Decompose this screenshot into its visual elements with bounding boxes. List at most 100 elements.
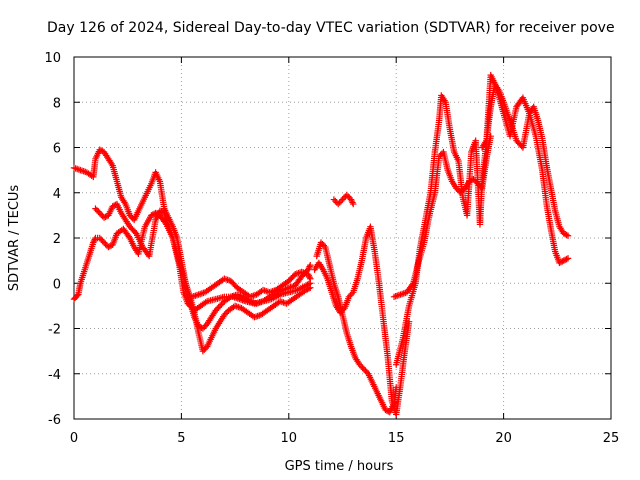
data-point xyxy=(198,324,205,331)
data-point xyxy=(337,309,344,316)
data-point xyxy=(201,346,208,353)
data-point xyxy=(212,307,219,314)
data-point xyxy=(221,311,228,319)
y-tick-label: 10 xyxy=(44,51,61,66)
y-tick-label: -2 xyxy=(48,323,61,338)
data-point xyxy=(350,200,357,208)
data-point xyxy=(158,208,165,215)
series-group xyxy=(330,191,357,208)
data-point xyxy=(348,197,356,205)
data-point xyxy=(362,367,369,374)
data-point xyxy=(317,239,325,246)
data-point xyxy=(98,211,105,218)
data-point xyxy=(216,302,224,310)
data-point xyxy=(100,239,108,246)
data-point xyxy=(214,305,221,313)
y-tick-labels: -6 -4 -2 0 2 4 6 8 10 xyxy=(44,51,61,428)
y-tick-label: 0 xyxy=(53,277,61,292)
data-point xyxy=(343,191,350,199)
data-point xyxy=(96,234,103,242)
data-point xyxy=(563,231,570,239)
data-point xyxy=(93,206,101,214)
data-point xyxy=(340,194,348,202)
data-point xyxy=(563,255,570,263)
data-point xyxy=(473,178,480,186)
data-point xyxy=(306,263,313,270)
x-tick-label: 25 xyxy=(603,431,620,446)
data-point xyxy=(92,205,99,212)
data-point xyxy=(339,196,346,203)
data-point xyxy=(149,211,156,218)
data-point xyxy=(307,275,314,282)
data-point xyxy=(307,284,314,291)
data-point xyxy=(564,232,572,239)
data-point xyxy=(156,207,164,215)
data-point xyxy=(561,231,569,238)
data-point xyxy=(202,344,209,352)
data-point xyxy=(561,256,569,264)
data-point xyxy=(332,197,339,205)
data-point xyxy=(305,285,313,292)
data-point xyxy=(98,147,105,154)
y-tick-label: 6 xyxy=(53,142,61,157)
data-point xyxy=(96,209,103,217)
data-point xyxy=(148,212,155,219)
x-tick-labels: 0 5 10 15 20 25 xyxy=(70,431,619,446)
data-point xyxy=(560,230,567,237)
data-point xyxy=(106,243,113,250)
data-point xyxy=(437,151,444,159)
y-axis-label: SDTVAR / TECUs xyxy=(7,185,22,292)
x-tick-label: 0 xyxy=(70,431,78,446)
data-point xyxy=(349,199,356,206)
x-tick-label: 15 xyxy=(388,431,405,446)
data-point xyxy=(102,213,109,221)
data-point xyxy=(131,228,139,236)
axis-ticks xyxy=(73,56,612,420)
data-point xyxy=(335,200,342,208)
y-tick-label: -4 xyxy=(48,368,61,383)
data-point xyxy=(347,292,354,299)
data-point xyxy=(559,258,566,265)
data-point xyxy=(91,236,98,243)
data-point xyxy=(356,361,363,368)
series-group xyxy=(313,239,400,416)
data-point xyxy=(556,259,563,267)
data-point xyxy=(564,255,572,262)
data-point xyxy=(215,304,222,311)
data-point xyxy=(100,214,108,221)
series-group xyxy=(92,200,314,355)
x-tick-label: 10 xyxy=(281,431,298,446)
data-point xyxy=(306,274,313,281)
data-point xyxy=(336,199,343,206)
series-group xyxy=(478,80,572,239)
data-point xyxy=(90,237,98,245)
series-group xyxy=(393,71,572,368)
data-point xyxy=(345,293,353,301)
series-group xyxy=(70,146,314,332)
data-point xyxy=(199,347,207,355)
data-point xyxy=(337,197,345,205)
data-point xyxy=(330,196,338,203)
data-point xyxy=(99,237,106,245)
data-point xyxy=(304,286,311,293)
data-point xyxy=(126,212,134,219)
data-point xyxy=(319,240,326,248)
data-point xyxy=(453,185,460,192)
y-tick-label: 4 xyxy=(53,187,61,202)
data-point xyxy=(340,306,347,313)
y-tick-label: -6 xyxy=(48,413,61,428)
data-point xyxy=(105,243,112,251)
data-point xyxy=(305,264,313,272)
data-point xyxy=(96,146,103,153)
data-point xyxy=(560,257,567,264)
data-point xyxy=(345,193,352,200)
series-group xyxy=(311,223,413,418)
data-point xyxy=(347,196,355,203)
x-axis-label: GPS time / hours xyxy=(285,459,394,474)
data-point xyxy=(95,208,102,215)
data-point xyxy=(74,292,81,299)
data-point xyxy=(218,301,225,308)
data-point xyxy=(363,369,371,376)
data-point xyxy=(357,363,365,370)
